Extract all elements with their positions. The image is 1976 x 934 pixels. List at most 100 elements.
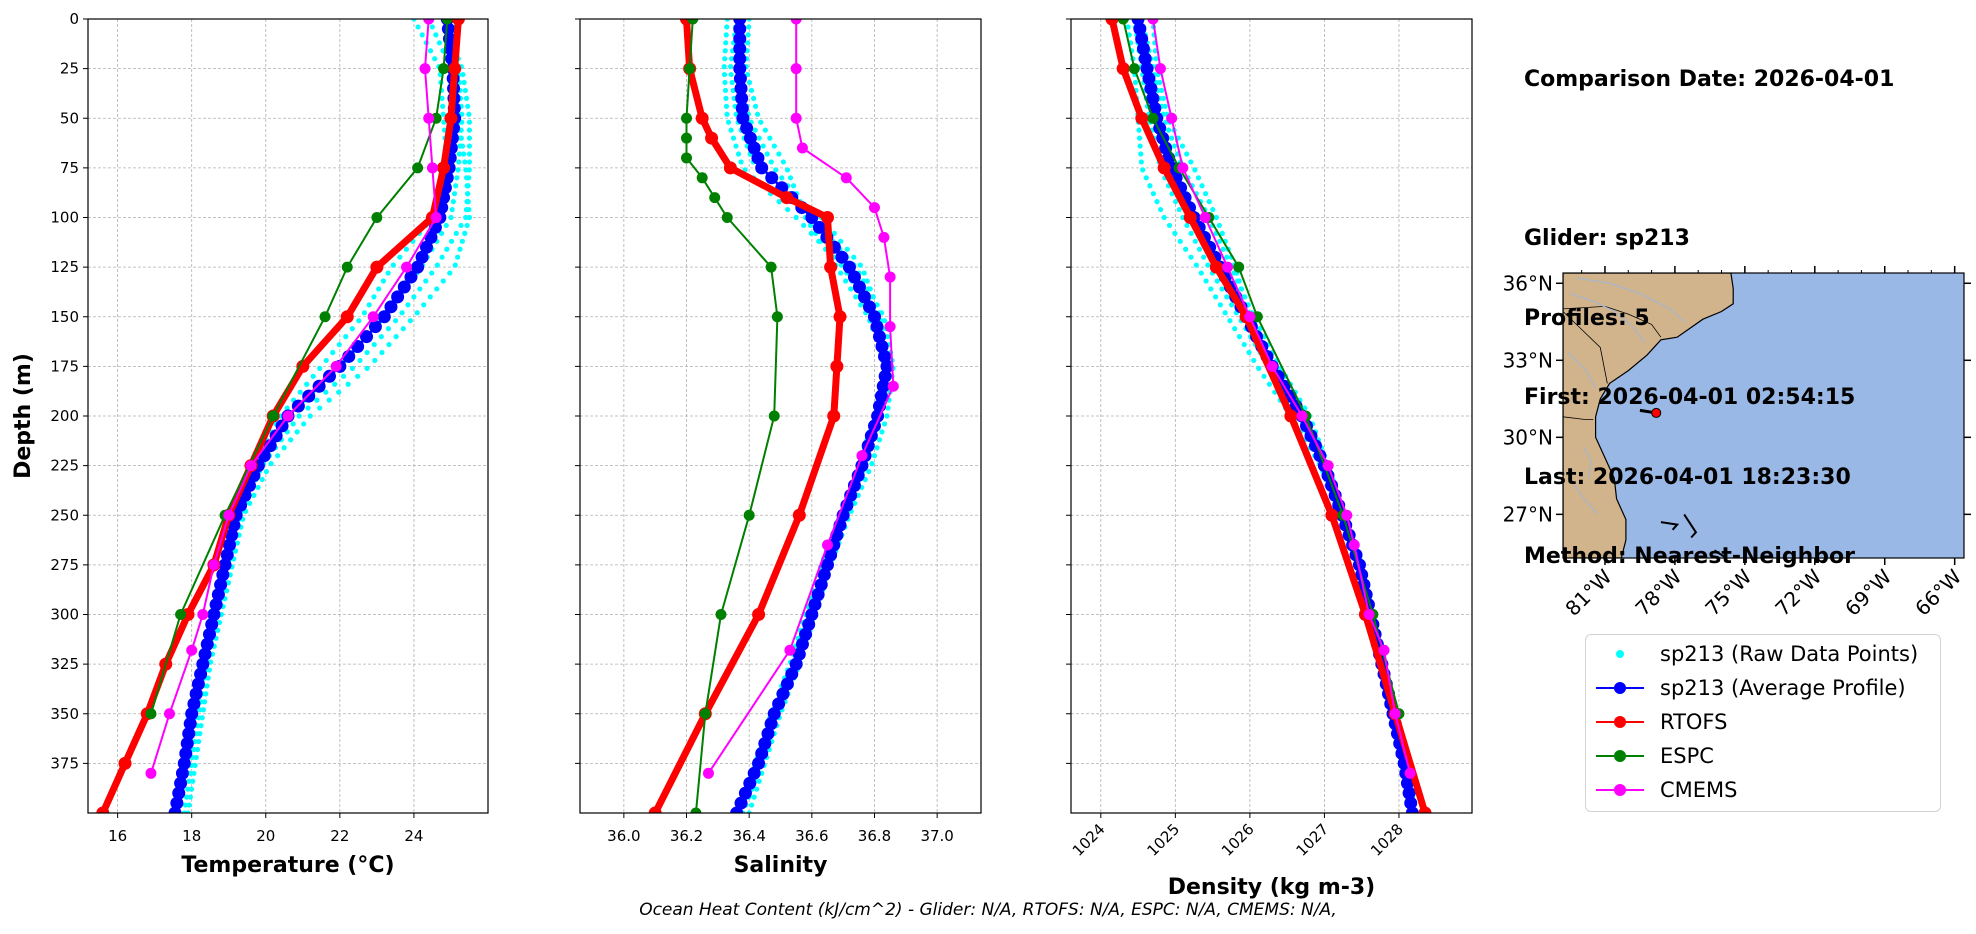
raw-data-point [275, 453, 281, 459]
series-point-cmems [1199, 212, 1211, 223]
raw-data-point [838, 262, 844, 268]
legend-label-average: sp213 (Average Profile) [1660, 676, 1906, 700]
raw-data-point [749, 802, 755, 808]
series-point-cmems [878, 231, 890, 243]
raw-data-point [447, 270, 453, 276]
raw-data-point [1188, 159, 1194, 165]
series-point-sp213 [168, 806, 182, 813]
raw-data-point [1257, 326, 1263, 332]
raw-data-point [851, 254, 857, 260]
raw-data-point [332, 381, 338, 387]
y-tick-label: 250 [50, 506, 79, 524]
raw-data-point [808, 230, 814, 236]
x-tick-label: 36.6 [795, 827, 828, 845]
raw-data-point [429, 270, 435, 276]
raw-data-point [729, 79, 735, 86]
series-point-sp213 [811, 588, 825, 602]
raw-data-point [838, 238, 844, 244]
series-point-sp213 [808, 598, 822, 612]
raw-data-point [199, 715, 205, 721]
x-tick-label: 1026 [1218, 820, 1258, 860]
raw-data-point [1203, 278, 1209, 284]
raw-data-point [263, 468, 269, 475]
raw-data-point [466, 111, 472, 117]
series-point-rtofs [1284, 409, 1298, 423]
series-point-cmems [186, 644, 198, 656]
raw-data-point [1227, 318, 1233, 324]
raw-data-point [206, 667, 212, 673]
series-point-sp213 [733, 42, 747, 56]
raw-data-point [423, 278, 429, 284]
raw-data-point [462, 159, 468, 165]
raw-data-point [281, 445, 287, 451]
x-tick-label: 20 [256, 827, 275, 845]
raw-data-point [439, 254, 445, 260]
raw-data-point [460, 71, 466, 78]
series-point-sp213 [404, 270, 418, 284]
series-point-rtofs [827, 409, 841, 423]
series-point-rtofs [820, 211, 834, 224]
river [1569, 292, 1646, 343]
series-point-sp213 [1159, 141, 1173, 155]
series-point-sp213 [733, 32, 747, 46]
raw-data-point [234, 540, 240, 546]
density-panel: 1024 1025 1026 1027 1028 Density (kg m-3) [1066, 18, 1473, 900]
island [1660, 521, 1680, 531]
series-point-sp213 [857, 290, 871, 304]
lat-tick-label: 33°N [1503, 348, 1553, 372]
raw-data-point [364, 365, 370, 371]
state-border [1563, 305, 1662, 338]
series-point-sp213 [1136, 42, 1150, 56]
y-tick-label: 375 [50, 754, 79, 772]
raw-data-point [457, 246, 463, 252]
raw-data-point [372, 357, 378, 364]
raw-data-point [427, 294, 433, 300]
series-point-sp213 [799, 627, 813, 641]
legend-label-rtofs: RTOFS [1660, 710, 1728, 734]
series-point-sp213 [1135, 32, 1149, 46]
island [1713, 549, 1727, 558]
series-point-cmems [884, 321, 896, 333]
legend-label-espc: ESPC [1660, 744, 1714, 768]
series-point-sp213 [225, 528, 239, 542]
series-point-sp213 [743, 776, 757, 790]
series-point-sp213 [1133, 22, 1147, 36]
raw-data-point [439, 95, 445, 101]
raw-data-point [1201, 254, 1207, 260]
info-text-block: Comparison Date: 2026-04-01 Glider: sp21… [1524, 14, 1894, 597]
raw-data-point [429, 24, 435, 30]
series-point-rtofs [705, 131, 719, 145]
series-point-espc [1233, 261, 1245, 273]
series-point-sp213 [824, 548, 838, 562]
raw-data-point [1236, 334, 1243, 340]
raw-data-point [728, 64, 734, 70]
series-point-rtofs [752, 608, 766, 621]
raw-data-point [187, 794, 193, 800]
raw-data-point [853, 294, 859, 300]
raw-data-point [852, 500, 858, 506]
series-point-rtofs [1157, 161, 1171, 175]
raw-data-point [724, 111, 730, 117]
raw-data-point [461, 79, 467, 86]
series-point-sp213 [183, 717, 197, 731]
series-point-sp213 [196, 657, 210, 671]
series-point-cmems [208, 559, 220, 571]
raw-data-point [290, 421, 296, 427]
series-point-rtofs [695, 111, 709, 125]
raw-data-point [466, 119, 473, 125]
legend-item-raw: sp213 (Raw Data Points) [1586, 640, 1918, 668]
series-point-cmems [784, 644, 796, 656]
raw-data-point [764, 151, 770, 157]
series-point-sp213 [755, 746, 769, 760]
y-tick-label: 125 [50, 258, 79, 276]
series-point-cmems [419, 63, 431, 75]
raw-data-point [1172, 143, 1178, 149]
series-point-sp213 [734, 81, 748, 95]
legend-item-cmems: CMEMS [1586, 776, 1738, 804]
series-point-sp213 [218, 558, 232, 572]
raw-data-point [1205, 262, 1211, 268]
x-tick-label: 36.4 [732, 827, 765, 845]
series-point-espc [709, 192, 721, 204]
raw-data-point [371, 341, 377, 348]
series-point-sp213 [875, 340, 889, 354]
